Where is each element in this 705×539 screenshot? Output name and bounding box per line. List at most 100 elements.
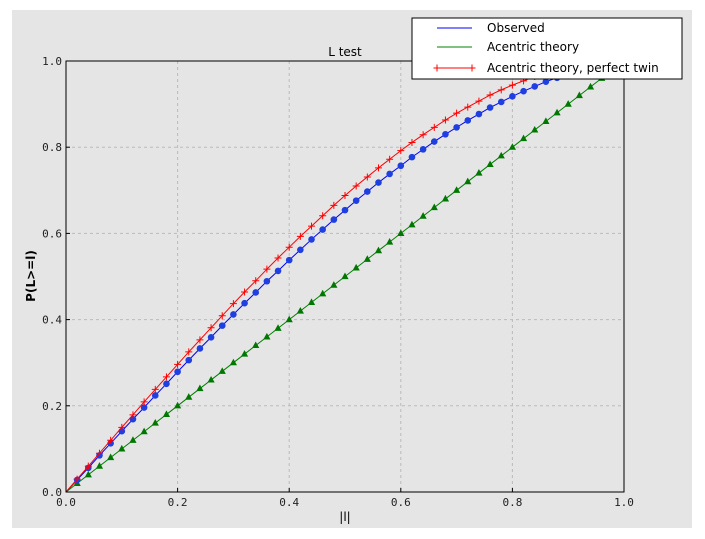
data-point bbox=[129, 415, 137, 423]
data-point bbox=[386, 155, 394, 163]
data-point bbox=[341, 191, 349, 199]
data-point bbox=[475, 169, 483, 176]
data-point bbox=[185, 348, 193, 356]
data-point bbox=[508, 81, 516, 89]
data-point bbox=[174, 360, 182, 368]
legend-label: Observed bbox=[487, 21, 545, 35]
data-point bbox=[229, 300, 237, 308]
data-point bbox=[519, 134, 528, 142]
data-point bbox=[241, 288, 249, 296]
legend-marker bbox=[468, 64, 476, 72]
ticks: 0.0 0.2 0.4 0.6 0.8 1.0 0.0 0.2 0.4 0.6 0.8 1.0 bbox=[42, 55, 634, 509]
data-point bbox=[252, 289, 260, 296]
data-point bbox=[341, 206, 349, 214]
data-point bbox=[497, 86, 505, 94]
data-point bbox=[140, 404, 148, 411]
data-point bbox=[520, 87, 527, 95]
y-tick-label: 0.6 bbox=[42, 227, 62, 240]
data-point bbox=[497, 98, 505, 106]
data-point bbox=[419, 131, 427, 139]
data-point bbox=[542, 78, 550, 85]
data-point bbox=[185, 356, 193, 364]
data-point bbox=[296, 232, 304, 240]
data-point bbox=[174, 368, 181, 376]
data-point bbox=[575, 91, 583, 99]
data-point bbox=[531, 83, 539, 90]
data-point bbox=[453, 124, 460, 131]
data-point bbox=[497, 151, 505, 159]
data-point bbox=[241, 299, 248, 307]
data-point bbox=[352, 263, 360, 271]
data-point bbox=[542, 117, 550, 124]
data-point bbox=[162, 410, 171, 418]
legend-label: Acentric theory, perfect twin bbox=[487, 61, 659, 75]
data-point bbox=[363, 173, 371, 181]
data-point bbox=[95, 462, 104, 469]
data-point bbox=[151, 392, 159, 399]
data-point bbox=[564, 100, 572, 107]
y-tick-label: 0.8 bbox=[42, 141, 62, 154]
data-point bbox=[453, 186, 461, 193]
x-tick-label: 0.6 bbox=[391, 496, 411, 509]
series-acentric-theory bbox=[65, 57, 628, 493]
data-point bbox=[453, 109, 461, 117]
data-point bbox=[430, 138, 438, 145]
data-point bbox=[464, 117, 472, 124]
data-point bbox=[330, 281, 338, 288]
data-point bbox=[464, 177, 472, 185]
data-point bbox=[285, 243, 293, 251]
data-point bbox=[140, 398, 148, 406]
data-point bbox=[230, 311, 237, 318]
data-point bbox=[84, 462, 92, 470]
data-point bbox=[508, 143, 516, 150]
data-point bbox=[386, 238, 394, 245]
data-point bbox=[274, 324, 282, 331]
x-tick-label: 0.0 bbox=[56, 496, 76, 509]
data-point bbox=[375, 179, 382, 186]
data-point bbox=[151, 419, 159, 426]
chart-title: L test bbox=[328, 45, 362, 59]
data-point bbox=[274, 254, 282, 262]
x-axis-label: |l| bbox=[339, 510, 350, 524]
data-point bbox=[330, 201, 338, 209]
data-point bbox=[475, 97, 483, 105]
data-point bbox=[441, 116, 449, 124]
data-point bbox=[553, 108, 561, 116]
data-point bbox=[229, 358, 237, 366]
data-point bbox=[107, 436, 115, 444]
data-point bbox=[151, 385, 159, 393]
data-point bbox=[486, 160, 494, 168]
data-point bbox=[308, 236, 315, 243]
data-point bbox=[319, 212, 327, 220]
data-point bbox=[307, 298, 316, 305]
data-point bbox=[185, 393, 193, 400]
data-point bbox=[397, 147, 405, 155]
data-point bbox=[486, 104, 494, 111]
x-tick-label: 0.4 bbox=[279, 496, 299, 509]
data-point bbox=[118, 423, 126, 431]
data-point bbox=[196, 336, 204, 344]
data-point bbox=[218, 322, 226, 329]
data-point bbox=[252, 277, 260, 285]
legend-label: Acentric theory bbox=[487, 40, 579, 54]
data-point bbox=[240, 350, 249, 357]
data-point bbox=[441, 194, 450, 202]
data-point bbox=[207, 324, 215, 332]
legend-marker bbox=[433, 64, 441, 72]
y-tick-label: 0.4 bbox=[42, 314, 62, 327]
data-point bbox=[140, 427, 148, 435]
data-point bbox=[364, 188, 371, 195]
data-point bbox=[352, 197, 360, 204]
data-point bbox=[163, 380, 170, 388]
data-point bbox=[509, 93, 516, 100]
data-point bbox=[207, 333, 215, 341]
data-point bbox=[374, 164, 382, 172]
data-point bbox=[464, 103, 472, 111]
y-tick-label: 1.0 bbox=[42, 55, 62, 68]
data-point bbox=[107, 453, 115, 461]
data-point bbox=[285, 256, 293, 264]
data-point bbox=[408, 153, 416, 161]
data-point bbox=[319, 226, 326, 233]
data-point bbox=[442, 130, 449, 138]
data-point bbox=[129, 436, 137, 443]
